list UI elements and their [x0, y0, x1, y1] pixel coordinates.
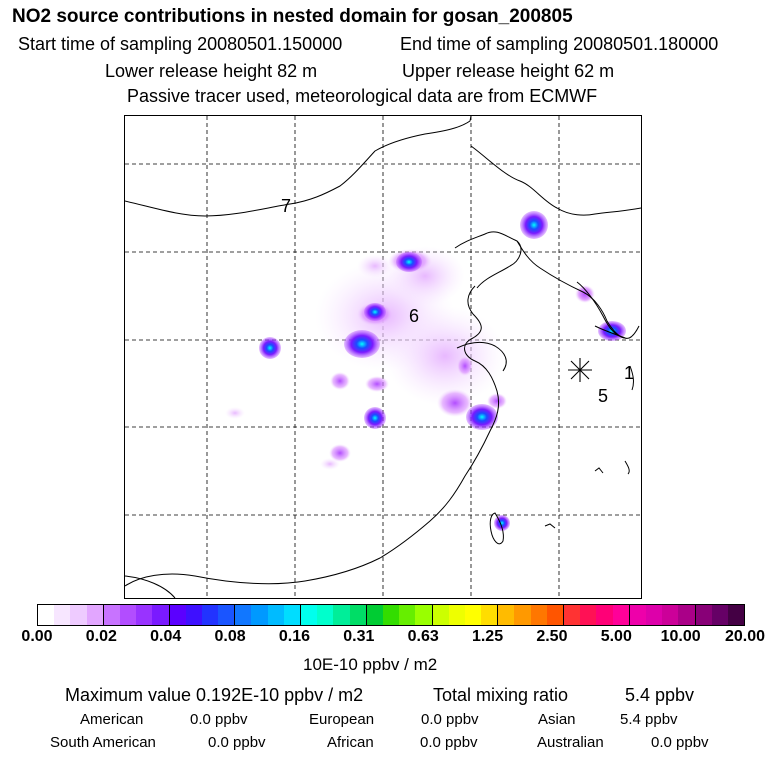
colorbar-units: 10E-10 ppbv / m2	[303, 655, 438, 674]
zone-label-5: 5	[598, 386, 609, 406]
colorbar-swatch	[38, 605, 55, 625]
colorbar-swatch	[54, 605, 71, 625]
colorbar-swatch	[152, 605, 170, 625]
colorbar-swatch	[498, 605, 515, 625]
zone-label-6: 6	[409, 306, 420, 326]
grid-lines	[125, 116, 641, 598]
colorbar-swatch	[432, 605, 449, 625]
sampling-end: End time of sampling 20080501.180000	[400, 34, 719, 54]
region-african-label: African	[327, 734, 374, 751]
colorbar-swatch	[514, 605, 531, 625]
region-south-american-value: 0.0 ppbv	[208, 734, 266, 751]
map-title: NO2 source contributions in nested domai…	[12, 6, 573, 27]
colorbar-tick-label: 1.25	[471, 628, 504, 645]
colorbar-tick-label: 0.08	[214, 628, 246, 645]
zone-label-1: 1	[624, 363, 635, 383]
colorbar-swatch	[317, 605, 334, 625]
colorbar-tick-label: 0.04	[150, 628, 182, 645]
colorbar-swatch	[530, 605, 547, 625]
colorbar-tick-label: 0.31	[343, 628, 375, 645]
colorbar-swatch	[218, 605, 236, 625]
receptor-asterisk-icon	[568, 358, 592, 382]
region-european-value: 0.0 ppbv	[421, 711, 479, 728]
region-european-label: European	[309, 711, 375, 728]
colorbar-swatch	[235, 605, 252, 625]
sampling-start: Start time of sampling 20080501.150000	[18, 34, 343, 54]
colorbar-swatch	[185, 605, 202, 625]
concentration-field	[225, 211, 626, 531]
colorbar-tick-label: 2.50	[536, 628, 568, 645]
colorbar-swatch	[399, 605, 416, 625]
colorbar-swatch	[481, 605, 499, 625]
map-panel: 7 6 5 1	[124, 115, 642, 599]
region-american-value: 0.0 ppbv	[190, 711, 248, 728]
colorbar-swatch	[366, 605, 383, 625]
colorbar-swatch	[251, 605, 268, 625]
colorbar-swatch	[382, 605, 400, 625]
coastlines	[125, 116, 641, 598]
colorbar-swatch	[662, 605, 679, 625]
colorbar-swatch	[580, 605, 597, 625]
total-mixing-ratio-label: Total mixing ratio	[433, 685, 569, 705]
region-australian-label: Australian	[537, 734, 604, 751]
upper-release-height: Upper release height 62 m	[402, 61, 615, 81]
colorbar-tick-label: 0.00	[21, 628, 53, 645]
total-mixing-ratio-value: 5.4 ppbv	[625, 685, 695, 705]
tracer-note: Passive tracer used, meteorological data…	[127, 86, 598, 106]
region-south-american-label: South American	[50, 734, 156, 751]
colorbar-swatch	[301, 605, 318, 625]
map-canvas	[125, 116, 641, 598]
colorbar-swatch	[596, 605, 613, 625]
colorbar-swatch	[678, 605, 696, 625]
colorbar-swatch	[546, 605, 564, 625]
colorbar-swatch	[464, 605, 482, 625]
colorbar-swatch	[86, 605, 104, 625]
maximum-value: Maximum value 0.192E-10 ppbv / m2	[65, 685, 364, 705]
colorbar-swatch	[727, 605, 745, 625]
colorbar-swatch	[119, 605, 137, 625]
colorbar-swatch	[201, 605, 219, 625]
colorbar-swatch	[612, 605, 630, 625]
colorbar-swatch	[448, 605, 465, 625]
region-asian-value: 5.4 ppbv	[620, 711, 678, 728]
region-african-value: 0.0 ppbv	[420, 734, 478, 751]
colorbar-swatch	[695, 605, 712, 625]
colorbar-swatch	[349, 605, 367, 625]
colorbar-swatch	[711, 605, 728, 625]
region-australian-value: 0.0 ppbv	[651, 734, 709, 751]
colorbar	[37, 604, 745, 626]
region-asian-label: Asian	[538, 711, 576, 728]
colorbar-swatch	[70, 605, 87, 625]
colorbar-swatch	[564, 605, 581, 625]
colorbar-swatch	[136, 605, 153, 625]
colorbar-swatch	[103, 605, 120, 625]
colorbar-tick-label: 10.00	[660, 628, 701, 645]
region-american-label: American	[80, 711, 144, 728]
colorbar-tick-label: 20.00	[724, 628, 766, 645]
colorbar-swatch	[283, 605, 301, 625]
colorbar-swatch	[645, 605, 663, 625]
colorbar-swatch	[333, 605, 350, 625]
colorbar-swatch	[629, 605, 646, 625]
colorbar-swatch	[169, 605, 186, 625]
lower-release-height: Lower release height 82 m	[105, 61, 318, 81]
colorbar-swatch	[267, 605, 284, 625]
zone-label-7: 7	[281, 196, 292, 216]
colorbar-tick-label: 0.02	[85, 628, 117, 645]
colorbar-tick-label: 5.00	[600, 628, 632, 645]
colorbar-swatch	[415, 605, 433, 625]
colorbar-tick-label: 0.16	[278, 628, 311, 645]
colorbar-tick-label: 0.63	[407, 628, 439, 645]
